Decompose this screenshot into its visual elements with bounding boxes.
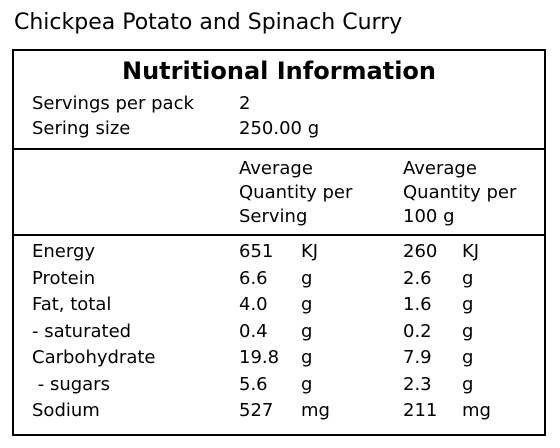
per100-unit: g [462,320,474,342]
column-header-per-serving: Average Quantity per Serving [239,157,389,229]
table-row: - sugars 5.6 g 2.3 g [14,374,544,401]
column-header-line: Quantity per [403,182,517,203]
nutrient-table: Energy 651 KJ 260 KJ Protein 6.6 g 2.6 g… [14,241,544,427]
recipe-title: Chickpea Potato and Spinach Curry [14,10,403,35]
table-row: Sodium 527 mg 211 mg [14,400,544,427]
per100-unit: g [462,347,474,368]
serving-unit: g [301,294,313,315]
nutrient-name: - saturated [32,320,132,342]
panel-heading: Nutritional Information [121,57,436,85]
nutrient-name: Protein [32,267,96,289]
servings-label: Servings per pack [32,93,194,114]
nutrient-name: Carbohydrate [32,347,156,368]
nutrient-name: Energy [32,241,96,262]
column-header-line: Serving [239,206,308,227]
per100-unit: g [462,267,474,289]
per100-value: 2.3 [403,373,432,395]
divider-top [14,148,544,150]
per100-value: 211 [403,400,438,421]
table-row: Carbohydrate 19.8 g 7.9 g [14,347,544,374]
column-header-line: Average [239,158,313,179]
serving-size-value: 250.00 g [239,118,320,139]
serving-value: 651 [239,241,274,262]
serving-value: 4.0 [239,294,268,315]
per100-value: 1.6 [403,294,432,315]
serving-unit: KJ [301,241,319,262]
per100-value: 2.6 [403,267,432,289]
column-header-line: Average [403,158,477,179]
serving-value: 6.6 [239,267,268,289]
table-row: Protein 6.6 g 2.6 g [14,268,544,295]
serving-unit: g [301,347,313,368]
column-header-line: Quantity per [239,182,353,203]
column-header-per-100g: Average Quantity per 100 g [403,157,553,229]
per100-unit: g [462,294,474,315]
column-header-line: 100 g [403,206,455,227]
nutrient-name: Sodium [32,400,100,421]
serving-unit: mg [301,400,330,421]
servings-value: 2 [239,93,251,114]
per100-value: 260 [403,241,438,262]
table-row: - saturated 0.4 g 0.2 g [14,321,544,348]
serving-unit: g [301,373,313,395]
divider-bottom [14,234,544,236]
serving-value: 527 [239,400,274,421]
serving-value: 19.8 [239,347,280,368]
nutrition-panel: Nutritional Information Servings per pac… [12,49,546,436]
serving-unit: g [301,320,313,342]
table-row: Energy 651 KJ 260 KJ [14,241,544,268]
serving-unit: g [301,267,313,289]
table-row: Fat, total 4.0 g 1.6 g [14,294,544,321]
nutrient-name: Fat, total [32,294,112,315]
per100-unit: mg [462,400,491,421]
per100-value: 0.2 [403,320,432,342]
per100-unit: KJ [462,241,480,262]
per100-unit: g [462,373,474,395]
serving-size-label: Sering size [32,118,131,139]
serving-value: 0.4 [239,320,268,342]
serving-value: 5.6 [239,373,268,395]
nutrient-name: - sugars [32,373,110,395]
per100-value: 7.9 [403,347,432,368]
